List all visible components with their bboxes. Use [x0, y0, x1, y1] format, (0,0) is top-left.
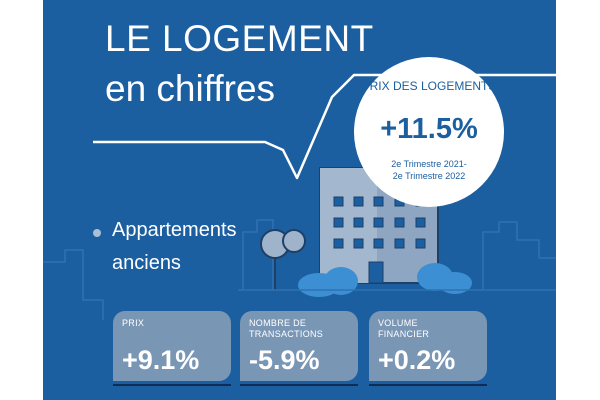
tree-icon	[260, 229, 306, 290]
stat-value: +0.2%	[378, 345, 456, 375]
highlight-period-end: 2e Trimestre 2022	[392, 171, 466, 181]
stat-underline	[113, 384, 231, 386]
bullet-icon	[93, 229, 101, 237]
highlight-value: +11.5%	[380, 113, 478, 145]
category-label: Appartements	[112, 219, 237, 241]
stat-underline	[240, 384, 358, 386]
stat-card-volume: VOLUME FINANCIER +0.2%	[369, 311, 487, 381]
stat-label: PRIX	[122, 318, 145, 328]
stat-card-transactions: NOMBRE DE TRANSACTIONS -5.9%	[240, 311, 358, 381]
infographic-panel: LE LOGEMENT en chiffres PRIX DES LOGEMEN…	[43, 0, 556, 400]
stat-label: VOLUME FINANCIER	[378, 318, 430, 339]
category-label-line2: anciens	[112, 252, 181, 274]
highlight-period-start: 2e Trimestre 2021-	[391, 159, 467, 169]
page-subtitle: en chiffres	[105, 68, 276, 109]
stat-value: -5.9%	[249, 345, 320, 375]
stat-underline	[369, 384, 487, 386]
highlight-circle: PRIX DES LOGEMENTS +11.5% 2e Trimestre 2…	[354, 57, 504, 207]
trend-line	[93, 73, 556, 180]
stat-value: +9.1%	[122, 345, 200, 375]
stat-label: NOMBRE DE TRANSACTIONS	[249, 318, 324, 339]
highlight-period: 2e Trimestre 2021- 2e Trimestre 2022	[354, 158, 504, 182]
stat-card-prix: PRIX +9.1%	[113, 311, 231, 381]
highlight-label: PRIX DES LOGEMENTS	[361, 79, 497, 93]
page-title: LE LOGEMENT	[105, 18, 374, 59]
bushes-decoration	[298, 263, 472, 297]
